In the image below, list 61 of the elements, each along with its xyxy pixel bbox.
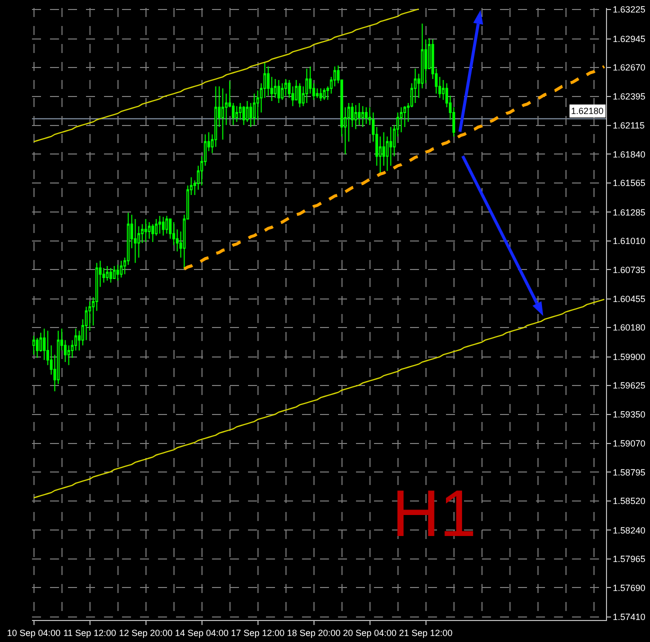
y-tick-label: 1.57410 xyxy=(612,612,646,622)
y-tick-label: 1.59900 xyxy=(612,352,646,362)
candlestick xyxy=(109,268,112,284)
candlestick xyxy=(252,93,256,126)
y-tick-label: 1.61285 xyxy=(612,207,646,218)
x-tick-label: 20 Sep 04:00 xyxy=(342,628,397,638)
x-tick-label: 21 Sep 12:00 xyxy=(398,628,453,638)
x-tick-label: 14 Sep 04:00 xyxy=(174,628,229,638)
candlestick xyxy=(361,106,364,128)
candlestick xyxy=(298,82,302,108)
x-tick-label: 18 Sep 20:00 xyxy=(286,628,341,638)
y-tick-label: 1.62670 xyxy=(612,62,646,73)
candlestick xyxy=(280,82,284,100)
y-tick-label: 1.60180 xyxy=(612,322,646,333)
y-tick-label: 1.60735 xyxy=(612,264,646,275)
y-tick-label: 1.59070 xyxy=(612,438,646,449)
y-tick-label: 1.58520 xyxy=(612,496,646,506)
candlestick xyxy=(158,215,162,234)
candlestick xyxy=(358,102,361,126)
candlestick xyxy=(277,80,280,104)
x-tick-label: 10 Sep 04:00 xyxy=(6,628,61,638)
y-tick-label: 1.58795 xyxy=(612,467,646,478)
x-tick-label: 17 Sep 12:00 xyxy=(230,628,285,638)
y-tick-label: 1.62115 xyxy=(612,120,645,131)
candlestick xyxy=(354,104,358,130)
candlestick xyxy=(144,218,148,242)
candlestick xyxy=(134,218,137,264)
y-tick-label: 1.62945 xyxy=(612,34,646,44)
candlestick xyxy=(235,106,238,122)
candlestick xyxy=(32,335,36,356)
candlestick xyxy=(414,68,417,104)
ref-line-label: 1.62180 xyxy=(571,106,604,116)
candlestick xyxy=(112,265,116,279)
y-tick-label: 1.62395 xyxy=(612,91,646,102)
candlestick xyxy=(305,68,308,104)
line-series xyxy=(33,8,420,142)
candlestick xyxy=(148,222,151,240)
y-tick-label: 1.58240 xyxy=(612,525,646,536)
candlestick xyxy=(400,106,403,133)
y-tick-label: 1.60455 xyxy=(612,294,646,304)
candlestick xyxy=(106,265,109,282)
candlestick xyxy=(221,88,224,140)
candlestick xyxy=(116,264,120,282)
y-tick-label: 1.61565 xyxy=(612,178,646,188)
y-tick-label: 1.59625 xyxy=(612,380,646,391)
candlestick xyxy=(284,78,288,96)
x-tick-label: 11 Sep 12:00 xyxy=(63,628,116,638)
y-tick-label: 1.61010 xyxy=(612,236,646,246)
candlestick xyxy=(120,260,123,278)
candlestick xyxy=(364,106,368,124)
y-tick-label: 1.61840 xyxy=(612,149,646,160)
candlestick xyxy=(322,88,326,100)
y-tick-label: 1.57965 xyxy=(612,554,646,564)
y-tick-label: 1.63225 xyxy=(612,4,646,15)
line-series xyxy=(182,64,606,271)
x-tick-label: 12 Sep 20:00 xyxy=(118,628,173,638)
candlestick xyxy=(319,88,322,102)
annotation: H1 xyxy=(392,476,476,550)
y-tick-label: 1.57690 xyxy=(612,582,646,593)
candlestick xyxy=(162,216,165,236)
y-tick-label: 1.59350 xyxy=(612,409,646,420)
